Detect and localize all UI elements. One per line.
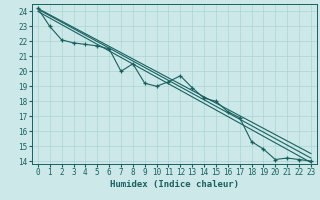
X-axis label: Humidex (Indice chaleur): Humidex (Indice chaleur): [110, 180, 239, 189]
